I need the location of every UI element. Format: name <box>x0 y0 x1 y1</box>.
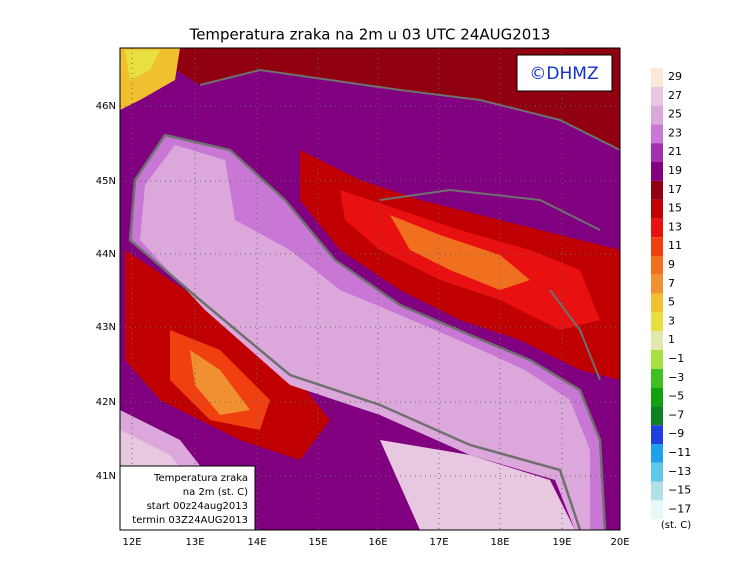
info-line: start 00z24aug2013 <box>147 501 248 512</box>
legend-swatch <box>651 180 663 200</box>
legend-label: 7 <box>668 277 675 290</box>
legend: 29 27 25 23 21 19 17 15 13 11 9 7 5 3 1 −1 −3 −5 −7 −9 −11 −1… <box>651 68 691 520</box>
legend-label: −1 <box>668 352 684 365</box>
legend-swatch <box>651 387 663 407</box>
legend-label: −9 <box>668 427 684 440</box>
legend-swatch <box>651 105 663 125</box>
legend-swatch <box>651 162 663 181</box>
legend-label: 3 <box>668 314 675 327</box>
legend-swatch <box>651 199 663 219</box>
legend-label: 15 <box>668 202 682 215</box>
legend-swatch <box>651 481 663 501</box>
map-title: Temperatura zraka na 2m u 03 UTC 24AUG20… <box>189 26 551 44</box>
x-label: 17E <box>429 537 448 548</box>
legend-swatch <box>651 256 663 275</box>
legend-swatch <box>651 86 663 106</box>
logo-box <box>516 54 613 92</box>
legend-label: 27 <box>668 89 682 102</box>
legend-swatch <box>651 143 663 162</box>
legend-swatch <box>651 274 663 294</box>
legend-label: 19 <box>668 164 682 177</box>
logo: ©DHMZ <box>529 64 598 84</box>
x-label: 14E <box>247 537 266 548</box>
legend-label: 25 <box>668 108 682 121</box>
x-label: 12E <box>122 537 141 548</box>
legend-label: −5 <box>668 390 684 403</box>
legend-label: 23 <box>668 126 682 139</box>
legend-label: −11 <box>668 446 691 459</box>
legend-label: 13 <box>668 220 682 233</box>
legend-label: 1 <box>668 333 675 346</box>
y-label: 43N <box>96 322 116 333</box>
legend-swatch <box>651 406 663 426</box>
x-label: 19E <box>552 537 571 548</box>
legend-swatch <box>651 124 663 144</box>
legend-swatch <box>651 462 663 482</box>
y-label: 42N <box>96 397 116 408</box>
legend-swatch <box>651 331 663 350</box>
legend-label: −13 <box>668 465 691 478</box>
legend-label: 9 <box>668 258 675 271</box>
legend-label: 21 <box>668 145 682 158</box>
x-label: 20E <box>610 537 629 548</box>
legend-swatch <box>651 500 663 520</box>
legend-label: 29 <box>668 70 682 83</box>
y-label: 45N <box>96 176 116 187</box>
temperature-field <box>120 48 620 530</box>
x-label: 13E <box>185 537 204 548</box>
legend-label: 17 <box>668 183 682 196</box>
legend-swatch <box>651 293 663 313</box>
y-label: 44N <box>96 249 116 260</box>
map-frame <box>119 47 621 531</box>
graticule: 12E 13E 14E 15E 16E 17E 18E 19E 20E 46N 45N 44N 43N 4… <box>96 48 630 548</box>
info-box <box>119 465 256 531</box>
info-line: termin 03Z24AUG2013 <box>132 515 248 526</box>
y-label: 41N <box>96 471 116 482</box>
legend-label: −7 <box>668 408 684 421</box>
legend-label: −17 <box>668 502 691 515</box>
info-line: na 2m (st. C) <box>183 487 248 498</box>
legend-label: −3 <box>668 371 684 384</box>
x-label: 16E <box>368 537 387 548</box>
legend-label: 11 <box>668 239 682 252</box>
legend-swatch <box>651 350 663 369</box>
legend-label: 5 <box>668 296 675 309</box>
info-text: Temperatura zraka na 2m (st. C) start 00z2… <box>132 473 248 526</box>
legend-swatch <box>651 444 663 463</box>
legend-swatch <box>651 425 663 444</box>
y-label: 46N <box>96 101 116 112</box>
legend-swatch <box>651 237 663 256</box>
legend-swatch <box>651 68 663 87</box>
info-line: Temperatura zraka <box>153 473 248 484</box>
legend-swatch <box>651 368 663 388</box>
legend-label: −15 <box>668 484 691 497</box>
x-label: 15E <box>308 537 327 548</box>
legend-swatch <box>651 218 663 238</box>
legend-swatch <box>651 312 663 332</box>
legend-unit: (st. C) <box>661 520 691 531</box>
x-label: 18E <box>490 537 509 548</box>
